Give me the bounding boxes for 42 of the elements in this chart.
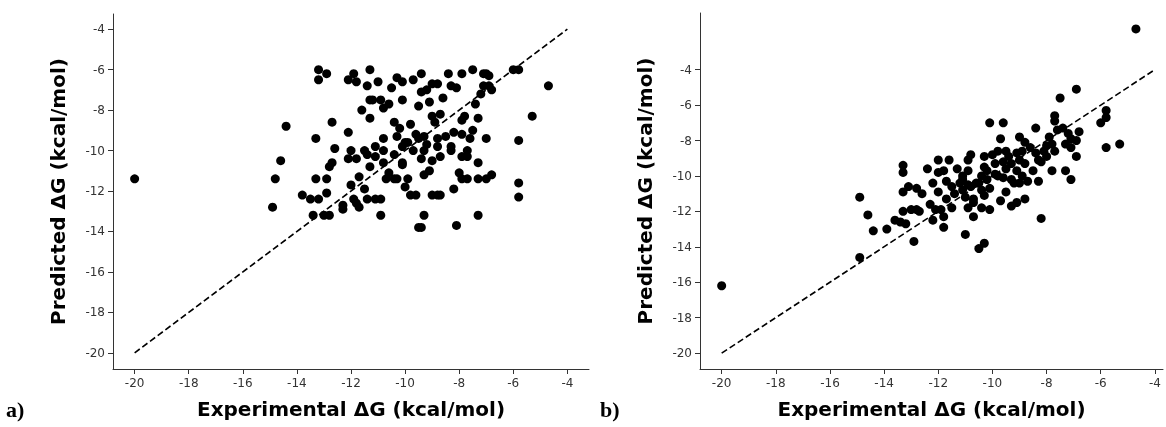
x-tick-label: -6 (1094, 376, 1107, 390)
x-tick-label: -8 (1040, 376, 1053, 390)
text: b) (600, 396, 620, 422)
y-tick-label: -16 (85, 264, 105, 279)
y-tick-label: -12 (85, 183, 105, 198)
y-tick-label: -18 (85, 305, 105, 320)
x-tick-label: -16 (233, 376, 253, 390)
y-tick-label: -8 (680, 133, 692, 148)
y-tick-label: -6 (680, 98, 692, 113)
y-tick-label: -4 (93, 22, 105, 37)
x-tick-label: -14 (287, 376, 307, 390)
x-axis-title: Experimental ΔG (kcal/mol) (777, 397, 1086, 421)
y-tick-label: -10 (672, 168, 692, 183)
y-axis-title: Predicted ΔG (kcal/mol) (46, 58, 70, 325)
y-tick-label: -18 (672, 310, 692, 325)
x-tick-label: -12 (928, 376, 949, 390)
text: a) (6, 396, 25, 422)
x-tick-label: -10 (982, 376, 1003, 390)
x-tick-label: -6 (507, 376, 520, 390)
y-tick-label: -4 (680, 62, 692, 77)
x-tick-label: -18 (766, 376, 786, 390)
y-tick-label: -20 (672, 346, 692, 361)
x-tick-label: -10 (395, 376, 415, 390)
y-tick-label: -16 (672, 275, 692, 290)
y-tick-label: -14 (672, 239, 692, 254)
x-tick-label: -8 (453, 376, 466, 390)
x-axis-title: Experimental ΔG (kcal/mol) (196, 397, 506, 421)
y-axis-title: Predicted ΔG (kcal/mol) (633, 57, 657, 325)
y-tick-label: -14 (85, 224, 105, 239)
y-tick-label: -20 (85, 345, 105, 360)
y-tick-label: -10 (85, 143, 105, 158)
x-tick-label: -14 (874, 376, 894, 390)
x-tick-label: -12 (341, 376, 361, 390)
y-tick-label: -6 (93, 62, 105, 77)
y-tick-label: -8 (93, 103, 105, 118)
x-tick-label: -20 (711, 376, 732, 390)
y-tick-label: -12 (672, 204, 692, 219)
x-tick-label: -4 (1148, 376, 1161, 390)
x-tick-label: -20 (124, 376, 145, 390)
x-tick-label: -16 (820, 376, 840, 390)
x-tick-label: -4 (561, 376, 574, 390)
x-tick-label: -18 (178, 376, 199, 390)
